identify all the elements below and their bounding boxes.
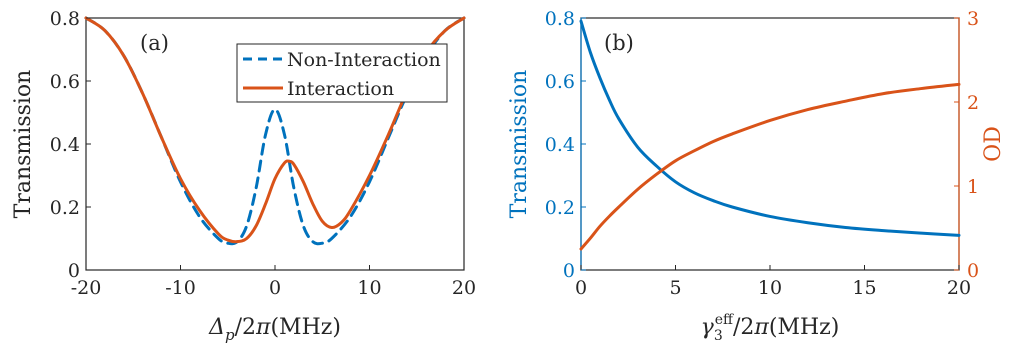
panel-b-ylabel-left: Transmission	[507, 70, 532, 219]
series-line-transmission	[579, 19, 961, 237]
y-tick-label: 0.4	[50, 134, 80, 156]
x-tick-label: 5	[669, 277, 681, 299]
x-tick-label: 20	[947, 277, 971, 299]
y-left-tick-label: 0.8	[545, 8, 575, 30]
panel-b-ylabel-right: OD	[981, 126, 1006, 162]
y-right-tick-label: 3	[967, 8, 979, 30]
x-tick-label: 10	[357, 277, 381, 299]
x-tick-label: -10	[165, 277, 196, 299]
y-left-tick-label: 0.4	[545, 134, 575, 156]
legend: Non-Interaction Interaction	[236, 43, 448, 103]
y-right-tick-label: 1	[967, 176, 979, 198]
y-right-tick-label: 0	[967, 260, 979, 282]
panel-a-ylabel: Transmission	[11, 70, 36, 219]
y-tick-label: 0.6	[50, 71, 80, 93]
x-tick-label: 10	[758, 277, 782, 299]
panel-a-ticks: -20 -10 0 10 20 0 0.2 0.4 0.6 0.8	[50, 8, 476, 299]
y-tick-label: 0	[68, 260, 80, 282]
x-tick-label: 15	[852, 277, 876, 299]
panel-b-series	[579, 19, 961, 251]
y-left-tick-label: 0	[563, 260, 575, 282]
series-line-interaction	[84, 16, 466, 244]
panel-a-xlabel: Δp/2π(MHz)	[208, 315, 341, 344]
y-left-tick-label: 0.6	[545, 71, 575, 93]
x-tick-label: 0	[269, 277, 281, 299]
panel-a-label: (a)	[140, 31, 169, 55]
panel-a: -20 -10 0 10 20 0 0.2 0.4 0.6 0.8 (a) Transmissio…	[11, 8, 476, 344]
panel-b-axes-box	[580, 17, 960, 271]
panel-b-label: (b)	[604, 31, 634, 55]
legend-label-interaction: Interaction	[287, 78, 394, 100]
x-tick-label: 20	[452, 277, 476, 299]
y-tick-label: 0.8	[50, 8, 80, 30]
y-tick-label: 0.2	[50, 197, 80, 219]
panel-a-series	[84, 16, 466, 246]
y-left-tick-label: 0.2	[545, 197, 575, 219]
legend-box	[236, 43, 448, 103]
x-tick-label: 0	[575, 277, 587, 299]
x-tick-label: -20	[71, 277, 102, 299]
series-line-od	[579, 82, 961, 251]
panel-b-xlabel: γ3eff/2π(MHz)	[701, 312, 840, 344]
legend-label-non-interaction: Non-Interaction	[287, 49, 441, 71]
y-right-tick-label: 2	[967, 92, 979, 114]
